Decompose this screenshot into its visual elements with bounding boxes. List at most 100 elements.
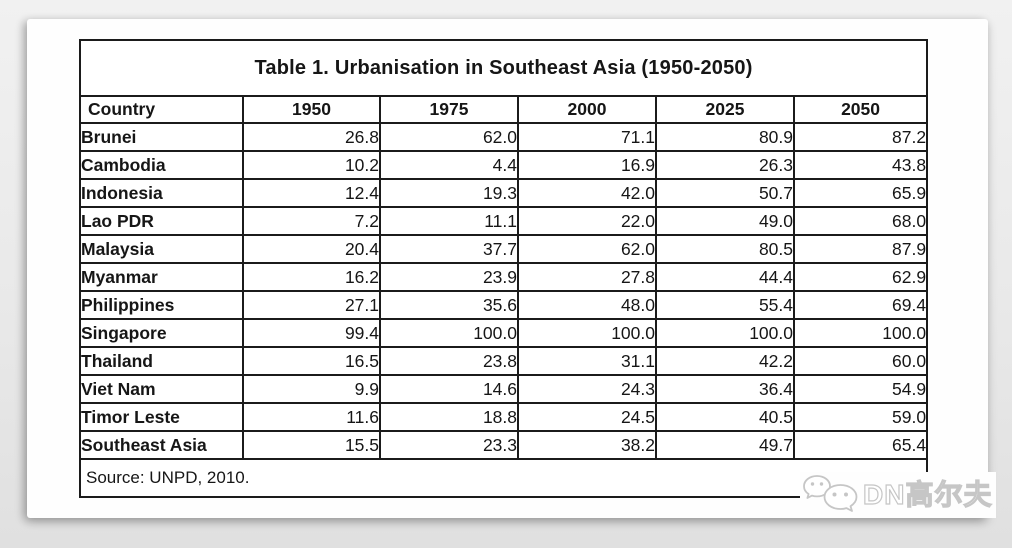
table-row: Thailand 16.5 23.8 31.1 42.2 60.0 [79,346,929,376]
value-cell: 87.9 [792,234,929,264]
value-cell: 20.4 [242,234,381,264]
table-title-row: Table 1. Urbanisation in Southeast Asia … [78,39,929,97]
value-cell: 65.9 [792,178,929,208]
watermark-text: DN高尔夫 [862,479,993,510]
country-cell: Malaysia [79,234,244,264]
table-row: Lao PDR 7.2 11.1 22.0 49.0 68.0 [79,206,929,236]
value-cell: 65.4 [792,430,929,460]
value-cell: 69.4 [792,290,929,320]
country-cell: Southeast Asia [79,430,244,460]
country-cell: Thailand [79,346,244,376]
country-cell: Brunei [79,122,244,152]
value-cell: 42.0 [517,178,657,208]
value-cell: 71.1 [517,122,657,152]
value-cell: 11.6 [242,402,381,432]
value-cell: 24.3 [517,374,657,404]
country-cell: Viet Nam [79,374,244,404]
country-cell: Philippines [79,290,244,320]
value-cell: 24.5 [517,402,657,432]
country-cell: Cambodia [79,150,244,180]
column-header-country: Country [79,95,244,124]
value-cell: 12.4 [242,178,381,208]
document-page: Table 1. Urbanisation in Southeast Asia … [27,19,988,518]
value-cell: 10.2 [242,150,381,180]
column-header-2025: 2025 [655,95,795,124]
value-cell: 62.9 [792,262,929,292]
value-cell: 42.2 [655,346,795,376]
value-cell: 44.4 [655,262,795,292]
table-row: Malaysia 20.4 37.7 62.0 80.5 87.9 [79,234,929,264]
table-row: Viet Nam 9.9 14.6 24.3 36.4 54.9 [79,374,929,404]
value-cell: 62.0 [379,122,519,152]
value-cell: 23.9 [379,262,519,292]
value-cell: 68.0 [792,206,929,236]
value-cell: 27.8 [517,262,657,292]
value-cell: 36.4 [655,374,795,404]
value-cell: 60.0 [792,346,929,376]
value-cell: 23.3 [379,430,519,460]
country-cell: Lao PDR [79,206,244,236]
value-cell: 80.5 [655,234,795,264]
value-cell: 18.8 [379,402,519,432]
column-header-1975: 1975 [379,95,519,124]
value-cell: 14.6 [379,374,519,404]
source-note: Source: UNPD, 2010. [78,458,929,498]
value-cell: 49.7 [655,430,795,460]
table-row: Brunei 26.8 62.0 71.1 80.9 87.2 [79,122,929,152]
value-cell: 11.1 [379,206,519,236]
wechat-icon [803,475,858,512]
value-cell: 50.7 [655,178,795,208]
column-header-2050: 2050 [792,95,929,124]
value-cell: 38.2 [517,430,657,460]
value-cell: 49.0 [655,206,795,236]
value-cell: 15.5 [242,430,381,460]
value-cell: 35.6 [379,290,519,320]
value-cell: 100.0 [379,318,519,348]
value-cell: 16.9 [517,150,657,180]
table-row: Timor Leste 11.6 18.8 24.5 40.5 59.0 [79,402,929,432]
value-cell: 31.1 [517,346,657,376]
value-cell: 59.0 [792,402,929,432]
value-cell: 9.9 [242,374,381,404]
table-source-row: Source: UNPD, 2010. [78,458,929,498]
value-cell: 27.1 [242,290,381,320]
table-row: Myanmar 16.2 23.9 27.8 44.4 62.9 [79,262,929,292]
value-cell: 4.4 [379,150,519,180]
value-cell: 99.4 [242,318,381,348]
value-cell: 16.5 [242,346,381,376]
value-cell: 87.2 [792,122,929,152]
country-cell: Indonesia [79,178,244,208]
value-cell: 55.4 [655,290,795,320]
column-header-1950: 1950 [242,95,381,124]
value-cell: 43.8 [792,150,929,180]
value-cell: 22.0 [517,206,657,236]
table-row: Cambodia 10.2 4.4 16.9 26.3 43.8 [79,150,929,180]
watermark: DN高尔夫 [800,472,997,518]
table-row: Philippines 27.1 35.6 48.0 55.4 69.4 [79,290,929,320]
table-title: Table 1. Urbanisation in Southeast Asia … [78,39,929,97]
country-cell: Singapore [79,318,244,348]
country-cell: Myanmar [79,262,244,292]
value-cell: 37.7 [379,234,519,264]
value-cell: 62.0 [517,234,657,264]
value-cell: 100.0 [517,318,657,348]
value-cell: 100.0 [655,318,795,348]
value-cell: 48.0 [517,290,657,320]
value-cell: 100.0 [792,318,929,348]
value-cell: 26.3 [655,150,795,180]
table-row: Singapore 99.4 100.0 100.0 100.0 100.0 [79,318,929,348]
value-cell: 7.2 [242,206,381,236]
urbanisation-table: Table 1. Urbanisation in Southeast Asia … [78,39,929,498]
value-cell: 80.9 [655,122,795,152]
value-cell: 19.3 [379,178,519,208]
value-cell: 23.8 [379,346,519,376]
table-header-row: Country 1950 1975 2000 2025 2050 [79,95,929,124]
value-cell: 26.8 [242,122,381,152]
value-cell: 16.2 [242,262,381,292]
value-cell: 40.5 [655,402,795,432]
table-row: Southeast Asia 15.5 23.3 38.2 49.7 65.4 [79,430,929,460]
country-cell: Timor Leste [79,402,244,432]
value-cell: 54.9 [792,374,929,404]
column-header-2000: 2000 [517,95,657,124]
